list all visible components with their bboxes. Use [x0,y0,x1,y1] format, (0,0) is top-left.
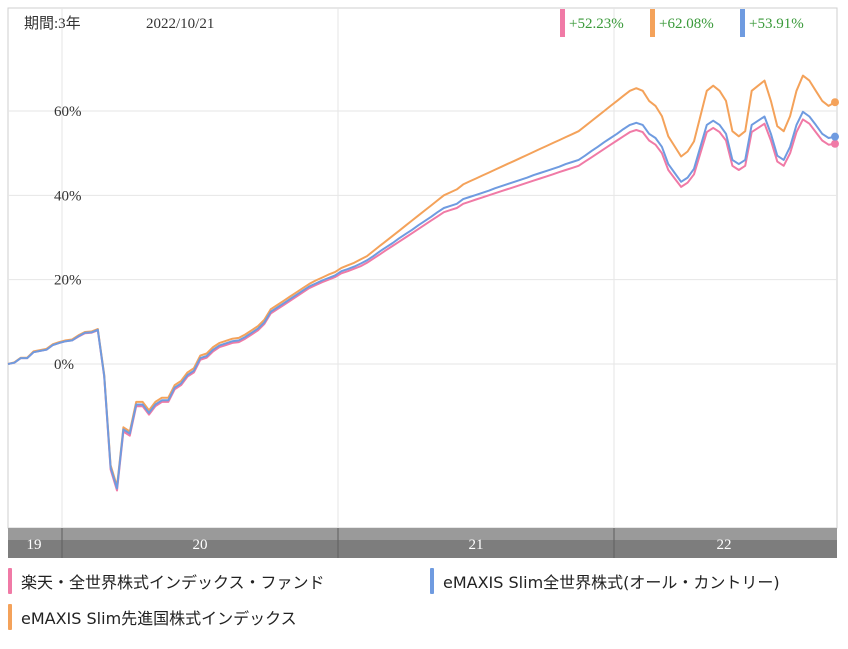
return-value: +52.23% [569,16,624,32]
x-tick-label: 20 [193,537,208,553]
x-tick-label: 22 [717,537,732,553]
y-tick-label: 0% [54,357,74,373]
legend-swatch [8,568,12,594]
legend-label: 楽天・全世界株式インデックス・ファンド [21,573,325,592]
legend-item-developed: eMAXIS Slim先進国株式インデックス [8,604,297,630]
return-value: +62.08% [659,16,714,32]
x-axis-band-highlight [8,528,837,540]
series-end-marker [831,132,839,141]
y-tick-label: 20% [54,273,82,289]
series-end-marker [831,98,839,107]
y-tick-label: 60% [54,104,82,120]
chart-area: 0% 20% 40% 60% 19 20 21 22 期間:3年 2022/10/21 +5… [7,7,839,558]
series-line [7,74,836,488]
series-end-marker [831,139,839,148]
legend-swatch [430,568,434,594]
legend: 楽天・全世界株式インデックス・ファンド eMAXIS Slim全世界株式(オール… [0,560,848,649]
line-chart: 0% 20% 40% 60% 19 20 21 22 期間:3年 2022/10/21 +5… [7,7,839,558]
y-tick-label: 40% [54,188,82,204]
return-badge-swatch [560,9,565,37]
plot-frame [7,7,838,529]
return-badge-swatch [740,9,745,37]
period-label: 期間:3年 [24,15,81,32]
legend-label: eMAXIS Slim全世界株式(オール・カントリー) [443,573,780,592]
date-label: 2022/10/21 [146,16,214,32]
x-tick-label: 21 [469,537,484,553]
return-badge-swatch [650,9,655,37]
legend-item-allcountry: eMAXIS Slim全世界株式(オール・カントリー) [430,568,780,594]
return-value: +53.91% [749,16,804,32]
x-tick-label: 19 [27,537,42,553]
legend-item-rakuten: 楽天・全世界株式インデックス・ファンド [8,568,325,594]
legend-label: eMAXIS Slim先進国株式インデックス [21,609,297,628]
series-line [7,118,836,492]
legend-swatch [8,604,12,630]
series-line [7,110,836,490]
